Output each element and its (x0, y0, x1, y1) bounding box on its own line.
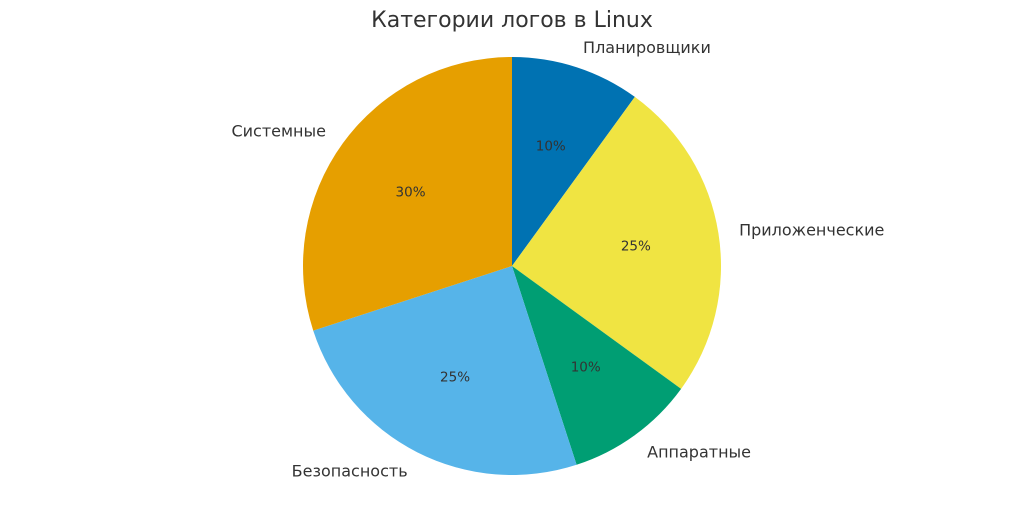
pie-slice-0 (512, 57, 635, 266)
pie-category-labels: Планировщики Приложенческие Аппаратные Безо… (231, 38, 884, 480)
pie-slice-3 (313, 266, 577, 475)
pie-percent-labels: 10% 25% 10% 25% 30% (396, 139, 651, 386)
pie-slice-2 (512, 266, 682, 465)
pie-percent-label-1: 25% (621, 238, 651, 254)
pie-category-label-2: Аппаратные (647, 442, 751, 461)
pie-percent-label-4: 30% (396, 184, 426, 200)
pie-slices (302, 57, 721, 475)
chart-title: Категории логов в Linux (371, 8, 653, 33)
pie-category-label-4: Системные (231, 121, 326, 140)
pie-category-label-3: Безопасность (292, 461, 408, 480)
pie-percent-label-3: 25% (440, 370, 470, 386)
pie-slice-4 (302, 57, 512, 331)
pie-percent-label-2: 10% (571, 359, 601, 375)
pie-slice-1 (512, 96, 721, 389)
pie-category-label-1: Приложенческие (739, 221, 884, 240)
pie-percent-label-0: 10% (536, 139, 566, 155)
pie-category-label-0: Планировщики (583, 38, 711, 57)
